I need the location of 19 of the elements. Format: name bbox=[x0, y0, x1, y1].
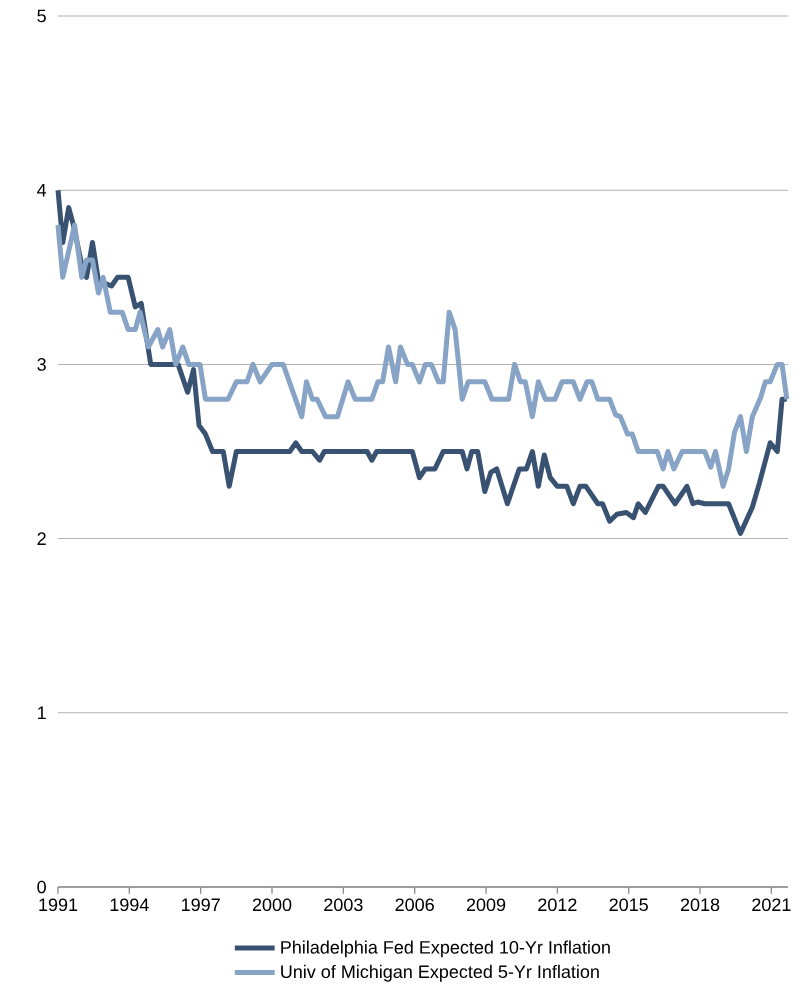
legend-label: Univ of Michigan Expected 5-Yr Inflation bbox=[281, 964, 599, 982]
x-tick-label: 2018 bbox=[680, 898, 720, 912]
x-tick-label: 2000 bbox=[252, 898, 292, 912]
x-tick-label: 1991 bbox=[39, 898, 78, 912]
y-tick-label: 2 bbox=[37, 532, 46, 545]
x-tick-label: 2006 bbox=[395, 898, 434, 912]
x-tick-label: 2012 bbox=[538, 898, 577, 912]
legend-label: Philadelphia Fed Expected 10-Yr Inflation bbox=[281, 940, 610, 958]
y-tick-label: 3 bbox=[37, 358, 46, 371]
x-tick-label: 1994 bbox=[110, 898, 149, 912]
y-tick-label: 0 bbox=[37, 880, 46, 894]
x-tick-label: 1997 bbox=[182, 898, 220, 912]
y-tick-label: 5 bbox=[37, 9, 46, 23]
x-tick-label: 2009 bbox=[466, 898, 506, 912]
y-tick-label: 4 bbox=[37, 184, 47, 197]
x-tick-label: 2015 bbox=[609, 898, 648, 912]
y-tick-label: 1 bbox=[38, 706, 46, 719]
x-tick-label: 2021 bbox=[752, 898, 791, 912]
x-tick-label: 2003 bbox=[324, 898, 363, 912]
